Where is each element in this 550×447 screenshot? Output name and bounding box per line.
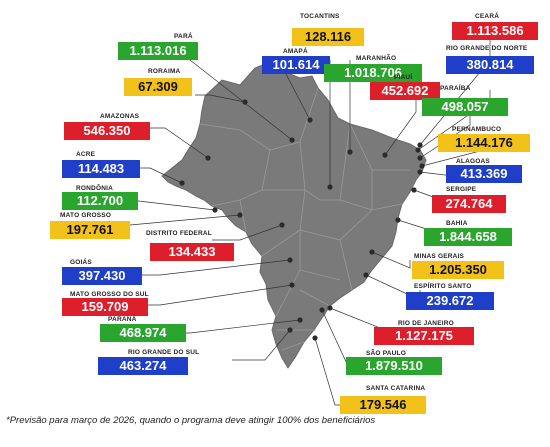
state-value-ceara: 1.113.586 (452, 22, 538, 40)
state-name-ms: MATO GROSSO DO SUL (70, 291, 149, 298)
state-value-parana: 468.974 (100, 324, 186, 342)
state-name-parana: PARANÁ (108, 316, 137, 323)
state-value-tocantins: 128.116 (292, 28, 364, 46)
state-value-rondonia: 112.700 (62, 192, 138, 210)
state-name-piaui: PIAUÍ (394, 74, 413, 81)
state-value-amapa: 101.614 (262, 56, 330, 74)
state-value-rn: 380.814 (446, 56, 534, 74)
state-name-mt: MATO GROSSO (60, 212, 112, 219)
state-name-ceara: CEARÁ (475, 13, 500, 20)
brazil-shape (161, 61, 427, 369)
state-name-maranhao: MARANHÃO (356, 55, 397, 62)
state-value-goias: 397.430 (62, 267, 142, 285)
state-name-sp: SÃO PAULO (366, 350, 406, 357)
state-name-mg: MINAS GERAIS (414, 253, 465, 260)
state-value-rs: 463.274 (98, 357, 188, 375)
state-name-bahia: BAHIA (446, 220, 468, 227)
state-value-ms: 159.709 (62, 298, 148, 316)
state-value-mg: 1.205.350 (412, 261, 504, 279)
state-name-alagoas: ALAGOAS (456, 158, 490, 165)
state-name-amazonas: AMAZONAS (100, 113, 140, 120)
state-name-rj: RIO DE JANEIRO (398, 320, 454, 327)
footnote: *Previsão para março de 2026, quando o p… (6, 415, 376, 426)
state-value-bahia: 1.844.658 (424, 228, 512, 246)
state-value-maranhao: 1.018.706 (324, 64, 422, 82)
state-name-tocantins: TOCANTINS (300, 13, 340, 20)
state-capitals (179, 99, 425, 341)
state-name-roraima: RORAIMA (148, 68, 181, 75)
leader-lines (110, 30, 491, 406)
state-name-df: DISTRITO FEDERAL (146, 230, 212, 237)
state-value-paraiba: 498.057 (422, 98, 508, 116)
state-value-alagoas: 413.369 (446, 165, 522, 183)
state-name-paraiba: PARAÍBA (440, 85, 471, 92)
state-name-sergipe: SERGIPE (446, 186, 477, 193)
state-name-sc: SANTA CATARINA (366, 385, 426, 392)
state-name-acre: ACRE (76, 151, 96, 158)
state-value-mt: 197.761 (50, 221, 130, 239)
state-value-amazonas: 546.350 (64, 122, 150, 140)
state-name-pernambuco: PERNAMBUCO (452, 126, 502, 133)
state-name-rs: RIO GRANDE DO SUL (128, 349, 200, 356)
state-value-piaui: 452.692 (370, 82, 440, 100)
state-value-rj: 1.127.175 (374, 327, 474, 345)
state-value-es: 239.672 (406, 292, 494, 310)
state-borders (199, 87, 410, 351)
state-value-df: 134.433 (150, 243, 234, 261)
state-value-para: 1.113.016 (118, 42, 198, 60)
state-name-amapa: AMAPÁ (283, 48, 308, 55)
state-value-sc: 179.546 (340, 396, 426, 414)
state-value-roraima: 67.309 (124, 78, 192, 96)
state-name-goias: GOIÁS (70, 259, 92, 266)
state-name-rn: RIO GRANDE DO NORTE (446, 45, 528, 52)
state-value-acre: 114.483 (62, 160, 140, 178)
state-name-para: PARÁ (174, 33, 193, 40)
state-name-rondonia: RONDÔNIA (76, 185, 113, 192)
state-value-sergipe: 274.764 (432, 195, 506, 213)
state-value-sp: 1.879.510 (346, 357, 442, 375)
state-name-es: ESPÍRITO SANTO (414, 283, 472, 290)
state-value-pernambuco: 1.144.176 (438, 134, 530, 152)
